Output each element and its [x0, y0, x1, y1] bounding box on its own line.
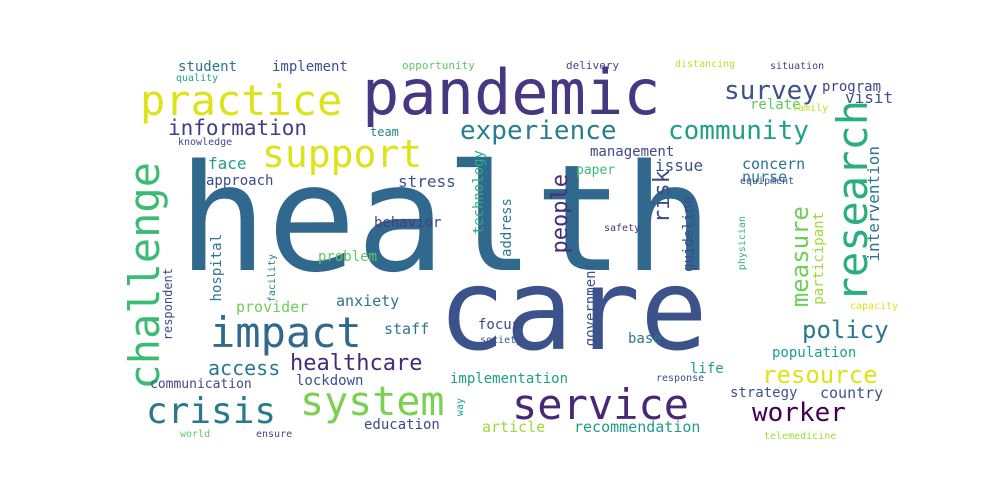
- word-pandemic: pandemic: [362, 56, 661, 129]
- word-focus: focus: [478, 317, 521, 333]
- word-intervention: intervention: [864, 146, 883, 262]
- word-telemedicine: telemedicine: [764, 431, 837, 442]
- word-nurse: nurse: [742, 168, 788, 186]
- word-measure: measure: [786, 206, 814, 308]
- word-knowledge: knowledge: [178, 137, 233, 148]
- word-management: management: [590, 144, 675, 160]
- word-health: health: [178, 133, 713, 305]
- word-delivery: delivery: [566, 59, 619, 72]
- word-strategy: strategy: [730, 385, 798, 401]
- word-worker: worker: [752, 398, 846, 428]
- word-practice: practice: [140, 76, 343, 125]
- word-community: community: [668, 116, 809, 146]
- word-stress: stress: [398, 172, 456, 191]
- word-opportunity: opportunity: [402, 59, 475, 72]
- word-guideline: guideline: [681, 196, 697, 272]
- word-people: people: [548, 174, 573, 254]
- word-impact: impact: [210, 308, 362, 357]
- word-face: face: [208, 154, 247, 173]
- word-technology: technology: [471, 150, 487, 235]
- word-world: world: [180, 429, 211, 440]
- word-address: address: [499, 198, 515, 258]
- word-resource: resource: [762, 361, 878, 389]
- word-response: response: [656, 373, 705, 384]
- word-safety: safety: [604, 223, 641, 234]
- word-country: country: [820, 384, 884, 402]
- word-staff: staff: [384, 320, 430, 338]
- word-implementation: implementation: [450, 371, 569, 387]
- word-challenge: challenge: [120, 162, 169, 390]
- word-situation: situation: [770, 61, 825, 72]
- word-society: society: [480, 335, 523, 346]
- word-lockdown: lockdown: [296, 373, 364, 389]
- word-hospital: hospital: [209, 234, 225, 302]
- word-education: education: [364, 417, 440, 433]
- word-life: life: [690, 361, 724, 377]
- word-issue: issue: [655, 156, 704, 175]
- word-healthcare: healthcare: [290, 351, 423, 376]
- word-family: family: [792, 103, 829, 114]
- word-way: way: [455, 398, 466, 417]
- word-ensure: ensure: [256, 429, 293, 440]
- word-student: student: [178, 59, 238, 75]
- word-behavior: behavior: [374, 215, 442, 231]
- word-anxiety: anxiety: [336, 292, 400, 310]
- word-policy: policy: [802, 316, 889, 344]
- word-service: service: [512, 380, 690, 429]
- word-team: team: [370, 125, 399, 139]
- word-facility: facility: [267, 254, 278, 303]
- word-risk: risk: [650, 170, 675, 223]
- word-care: care: [438, 246, 708, 376]
- word-base: base: [628, 331, 662, 347]
- word-capacity: capacity: [850, 301, 899, 312]
- word-survey: survey: [724, 76, 818, 106]
- word-experience: experience: [460, 116, 617, 146]
- word-article: article: [482, 418, 546, 436]
- word-provider: provider: [236, 298, 309, 316]
- word-system: system: [300, 379, 445, 425]
- word-concern: concern: [742, 155, 806, 173]
- word-approach: approach: [206, 173, 274, 189]
- word-respondent: respondent: [161, 268, 175, 341]
- word-problem: problem: [318, 249, 378, 265]
- word-information: information: [168, 116, 308, 140]
- word-support: support: [262, 132, 423, 176]
- word-equipment: equipment: [740, 176, 795, 187]
- word-access: access: [208, 356, 281, 380]
- word-communication: communication: [150, 377, 252, 392]
- word-paper: paper: [576, 163, 616, 178]
- word-visit: visit: [845, 88, 894, 107]
- word-implement: implement: [272, 59, 348, 75]
- word-distancing: distancing: [675, 59, 736, 70]
- word-recommendation: recommendation: [574, 418, 701, 436]
- word-program: program: [822, 79, 882, 95]
- word-crisis: crisis: [146, 391, 277, 432]
- word-relate: relate: [750, 97, 801, 113]
- word-quality: quality: [176, 73, 219, 84]
- word-participant: participant: [811, 212, 827, 305]
- word-physician: physician: [737, 216, 748, 271]
- word-government: government: [583, 262, 599, 347]
- word-population: population: [772, 345, 857, 361]
